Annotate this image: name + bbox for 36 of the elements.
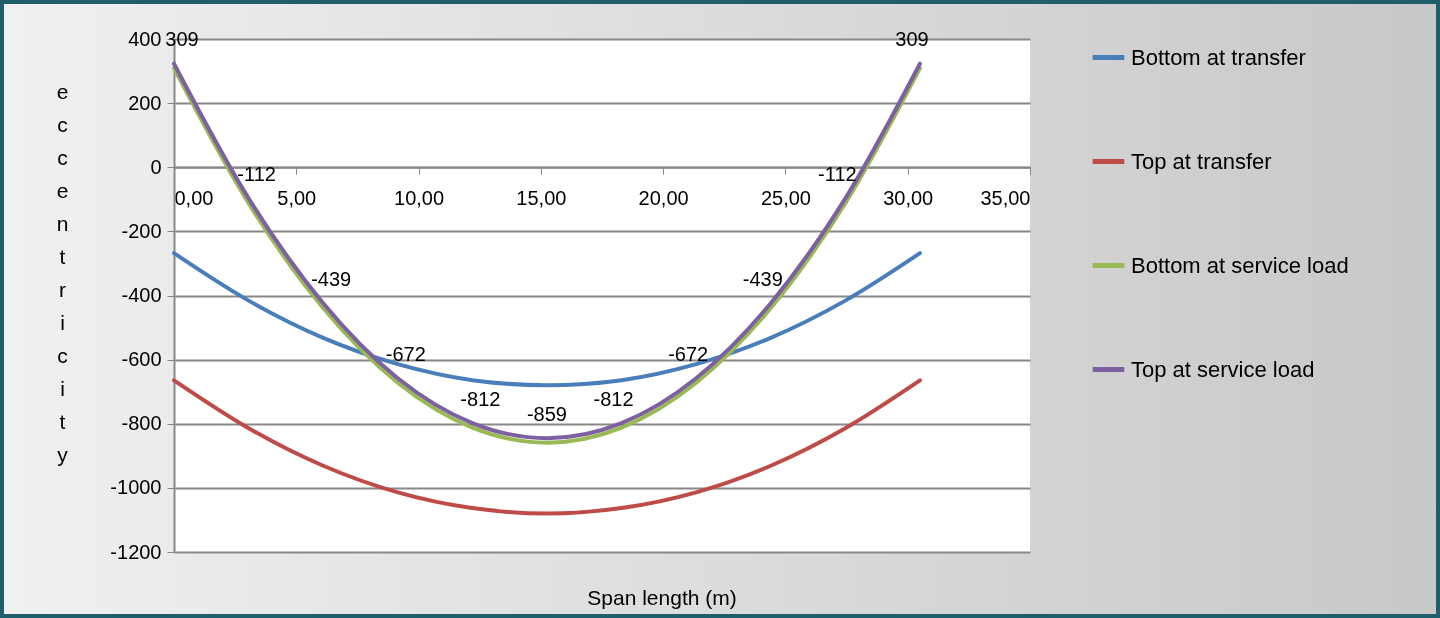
y-tick-label: 400 xyxy=(128,27,162,50)
data-label: -812 xyxy=(593,387,634,410)
y-tick-label: -800 xyxy=(121,412,162,435)
data-label: 309 xyxy=(165,28,199,51)
x-tick-label: 0,00 xyxy=(174,186,214,209)
line-series xyxy=(172,251,922,388)
data-label: -672 xyxy=(385,342,426,365)
data-label: 309 xyxy=(895,28,929,51)
x-tick-label: 20,00 xyxy=(638,186,689,209)
x-tick-label: 25,00 xyxy=(760,186,811,209)
y-tick-label: -200 xyxy=(121,219,162,242)
data-label: -439 xyxy=(742,268,783,290)
legend-label: Top at transfer xyxy=(1131,148,1272,174)
x-tick-label: 5,00 xyxy=(277,186,317,209)
x-tick-label: 30,00 xyxy=(883,186,934,209)
data-label: -859 xyxy=(526,402,567,425)
y-tick-label: -600 xyxy=(121,348,162,371)
y-tick-label: -400 xyxy=(121,284,162,306)
y-tick-label: -1200 xyxy=(110,540,162,563)
data-label: -812 xyxy=(460,387,501,410)
text: eccentricity xyxy=(56,79,69,466)
x-tick-label: 15,00 xyxy=(516,186,567,209)
data-label: -672 xyxy=(668,342,709,365)
data-label: -112 xyxy=(818,163,857,186)
legend-label: Bottom at transfer xyxy=(1131,44,1306,70)
x-axis-title: Span length (m) xyxy=(587,586,737,609)
line-series xyxy=(172,378,922,516)
data-label: -112 xyxy=(237,163,276,186)
y-tick-label: 200 xyxy=(128,91,162,114)
y-tick-label: -1000 xyxy=(110,476,162,499)
legend-label: Bottom at service load xyxy=(1131,252,1349,278)
x-tick-label: 10,00 xyxy=(394,186,445,209)
data-label: -439 xyxy=(311,268,352,290)
legend-label: Top at service load xyxy=(1131,356,1315,382)
x-tick-label: 35,00 xyxy=(980,186,1031,209)
y-tick-label: 0 xyxy=(150,155,162,178)
